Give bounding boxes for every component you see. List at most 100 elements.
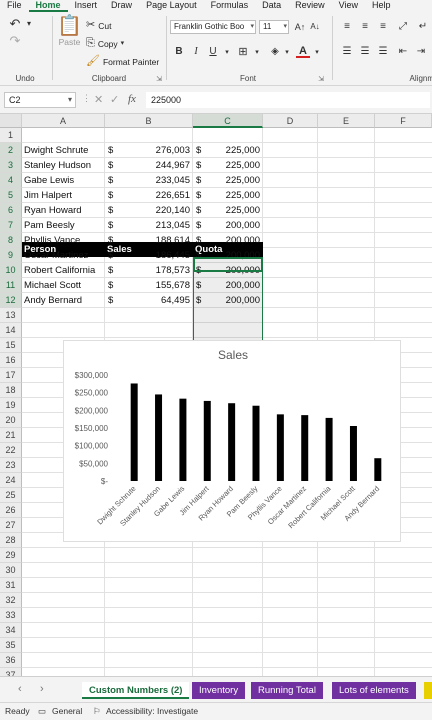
cell-b2[interactable]: $276,003 [105,143,193,158]
column-header-d[interactable]: D [263,114,318,128]
sheet-tab-overflow[interactable] [424,682,432,699]
row-header-16[interactable]: 16 [0,353,22,368]
cell-c4[interactable]: $225,000 [193,173,263,188]
row-header-14[interactable]: 14 [0,323,22,338]
row-header-24[interactable]: 24 [0,473,22,488]
menu-item-draw[interactable]: Draw [111,0,133,10]
cell-a8[interactable]: Phyllis Vance [24,235,81,246]
cell-c6[interactable]: $225,000 [193,203,263,218]
row-header-15[interactable]: 15 [0,338,22,353]
cell-b4[interactable]: $233,045 [105,173,193,188]
row-header-28[interactable]: 28 [0,533,22,548]
row-header-7[interactable]: 7 [0,218,22,233]
cell-b8[interactable]: $188,614 [105,233,193,248]
row-header-8[interactable]: 8 [0,233,22,248]
menu-item-view[interactable]: View [338,0,359,10]
chevron-right-icon[interactable]: › [40,683,44,695]
cell-c1[interactable]: Quota [193,242,263,257]
cell-b12[interactable]: $64,495 [105,293,193,308]
row-header-13[interactable]: 13 [0,308,22,323]
menu-item-formulas[interactable]: Formulas [210,0,249,10]
cell-c5[interactable]: $225,000 [193,188,263,203]
font-size-combo[interactable]: 11 ▾ [259,20,289,34]
align-right-icon[interactable]: ☰ [378,46,388,57]
cell-b6[interactable]: $220,140 [105,203,193,218]
cell-a3[interactable]: Stanley Hudson [24,160,92,171]
cell-a11[interactable]: Michael Scott [24,280,82,291]
cell-c11[interactable]: $200,000 [193,278,263,293]
chevron-left-icon[interactable]: ‹ [18,683,22,695]
align-top-icon[interactable]: ≡ [344,21,350,32]
cell-b7[interactable]: $213,045 [105,218,193,233]
increase-indent-icon[interactable]: ⇥ [416,46,426,57]
chevron-down-icon[interactable]: ▾ [255,48,259,56]
chevron-down-icon[interactable]: ▾ [285,48,289,56]
status-accessibility[interactable]: Accessibility: Investigate [106,706,199,716]
align-left-icon[interactable]: ☰ [342,46,352,57]
row-header-25[interactable]: 25 [0,488,22,503]
row-header-30[interactable]: 30 [0,563,22,578]
cell-a2[interactable]: Dwight Schrute [24,145,89,156]
row-header-29[interactable]: 29 [0,548,22,563]
menu-item-data[interactable]: Data [262,0,282,10]
cell-a1[interactable]: Person [22,242,105,257]
row-header-35[interactable]: 35 [0,638,22,653]
cell-c3[interactable]: $225,000 [193,158,263,173]
row-header-11[interactable]: 11 [0,278,22,293]
name-box[interactable]: C2 ▾ [4,92,76,108]
cell-a9[interactable]: Oscar Martinez [24,250,89,261]
row-header-34[interactable]: 34 [0,623,22,638]
row-header-1[interactable]: 1 [0,128,22,143]
cell-c7[interactable]: $200,000 [193,218,263,233]
cell-a6[interactable]: Ryan Howard [24,205,82,216]
decrease-indent-icon[interactable]: ⇤ [398,46,408,57]
menu-item-file[interactable]: File [7,0,22,10]
cell-c8[interactable]: $200,000 [193,233,263,248]
align-center-icon[interactable]: ☰ [360,46,370,57]
menu-item-help[interactable]: Help [372,0,391,10]
cell-b5[interactable]: $226,651 [105,188,193,203]
sheet-tab-custom-numbers[interactable]: Custom Numbers (2) [82,682,190,699]
menu-item-insert[interactable]: Insert [74,0,98,10]
cell-c12[interactable]: $200,000 [193,293,263,308]
row-header-36[interactable]: 36 [0,653,22,668]
cell-c9[interactable]: $200,000 [193,248,263,263]
menu-item-review[interactable]: Review [295,0,325,10]
cell-a10[interactable]: Robert California [24,265,96,276]
italic-button[interactable]: I [194,46,198,57]
dialog-launcher-icon[interactable]: ⇲ [318,76,324,83]
align-bottom-icon[interactable]: ≡ [380,21,386,32]
cell-b11[interactable]: $155,678 [105,278,193,293]
decrease-font-icon[interactable]: A↓ [310,22,320,31]
format-painter-button[interactable]: 🖌 Format Painter [86,56,159,67]
row-header-21[interactable]: 21 [0,428,22,443]
row-header-33[interactable]: 33 [0,608,22,623]
undo-icon[interactable]: ↶ [9,15,21,31]
cell-a5[interactable]: Jim Halpert [24,190,73,201]
cell-b3[interactable]: $244,967 [105,158,193,173]
cell-c10[interactable]: $200,000 [193,263,263,278]
row-header-22[interactable]: 22 [0,443,22,458]
row-header-31[interactable]: 31 [0,578,22,593]
chevron-down-icon[interactable]: ▾ [315,48,319,56]
sheet-tab-running-total[interactable]: Running Total [251,682,323,699]
cancel-icon[interactable]: ✕ [94,94,104,106]
align-middle-icon[interactable]: ≡ [362,21,368,32]
font-color-icon[interactable]: A [296,45,310,58]
orientation-icon[interactable]: ⤢ [399,21,407,32]
row-header-27[interactable]: 27 [0,518,22,533]
row-header-6[interactable]: 6 [0,203,22,218]
row-header-19[interactable]: 19 [0,398,22,413]
copy-button[interactable]: ⎘ Copy ▾ [86,38,124,49]
cell-a7[interactable]: Pam Beesly [24,220,75,231]
column-header-c[interactable]: C [193,114,263,128]
cut-button[interactable]: ✂ Cut [86,20,111,31]
wrap-text-icon[interactable]: ↵ [418,21,428,32]
sheet-tab-lots-of-elements[interactable]: Lots of elements [332,682,416,699]
sales-chart[interactable]: Sales $- $50,000 $100,000 $150,000 $200,000 $2… [63,340,401,542]
underline-button[interactable]: U [209,46,217,57]
row-header-12[interactable]: 12 [0,293,22,308]
row-header-32[interactable]: 32 [0,593,22,608]
dialog-launcher-icon[interactable]: ⇲ [156,76,162,83]
cell-b9[interactable]: $186,445 [105,248,193,263]
